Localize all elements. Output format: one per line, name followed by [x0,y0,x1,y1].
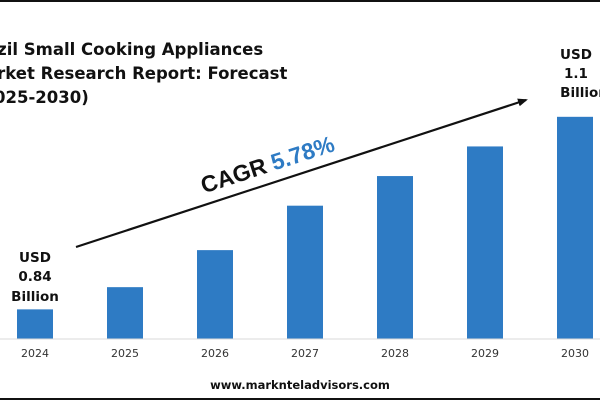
start-value-label: USD 0.84 Billion [11,250,59,305]
bar-2026 [197,250,233,339]
cagr-label: CAGR5.78% [197,131,337,199]
x-tick-2029: 2029 [471,347,499,360]
bar-2028 [377,176,413,339]
start-label-line-2: 0.84 [18,269,51,285]
bar-2024 [17,309,53,339]
footer-url: www.marknteladvisors.com [210,378,390,392]
x-tick-labels: 2024 2025 2026 2027 2028 2029 2030 [21,347,589,360]
start-label-line-1: USD [19,250,51,266]
bar-2029 [467,146,503,339]
x-tick-2024: 2024 [21,347,49,360]
bar-2025 [107,287,143,339]
title-line-3: 025-2030) [0,88,89,107]
end-label-line-1: USD [560,47,592,63]
bars-layer [17,116,593,339]
bar-2030 [557,116,593,339]
end-label-line-2: 1.1 [564,66,588,82]
chart-title: azil Small Cooking Appliances arket Rese… [0,38,300,110]
bar-2027 [287,205,323,339]
x-tick-2027: 2027 [291,347,319,360]
x-tick-2030: 2030 [561,347,589,360]
cagr-prefix: CAGR [197,152,270,198]
start-label-line-3: Billion [11,289,59,305]
growth-arrow [75,98,528,249]
x-tick-2028: 2028 [381,347,409,360]
end-value-label: USD 1.1 Billion [560,47,600,101]
x-tick-2025: 2025 [111,347,139,360]
x-tick-2026: 2026 [201,347,229,360]
title-line-1: azil Small Cooking Appliances [0,40,264,59]
cagr-value: 5.78% [268,131,338,176]
title-line-2: arket Research Report: Forecast [0,64,288,83]
end-label-line-3: Billion [560,85,600,101]
